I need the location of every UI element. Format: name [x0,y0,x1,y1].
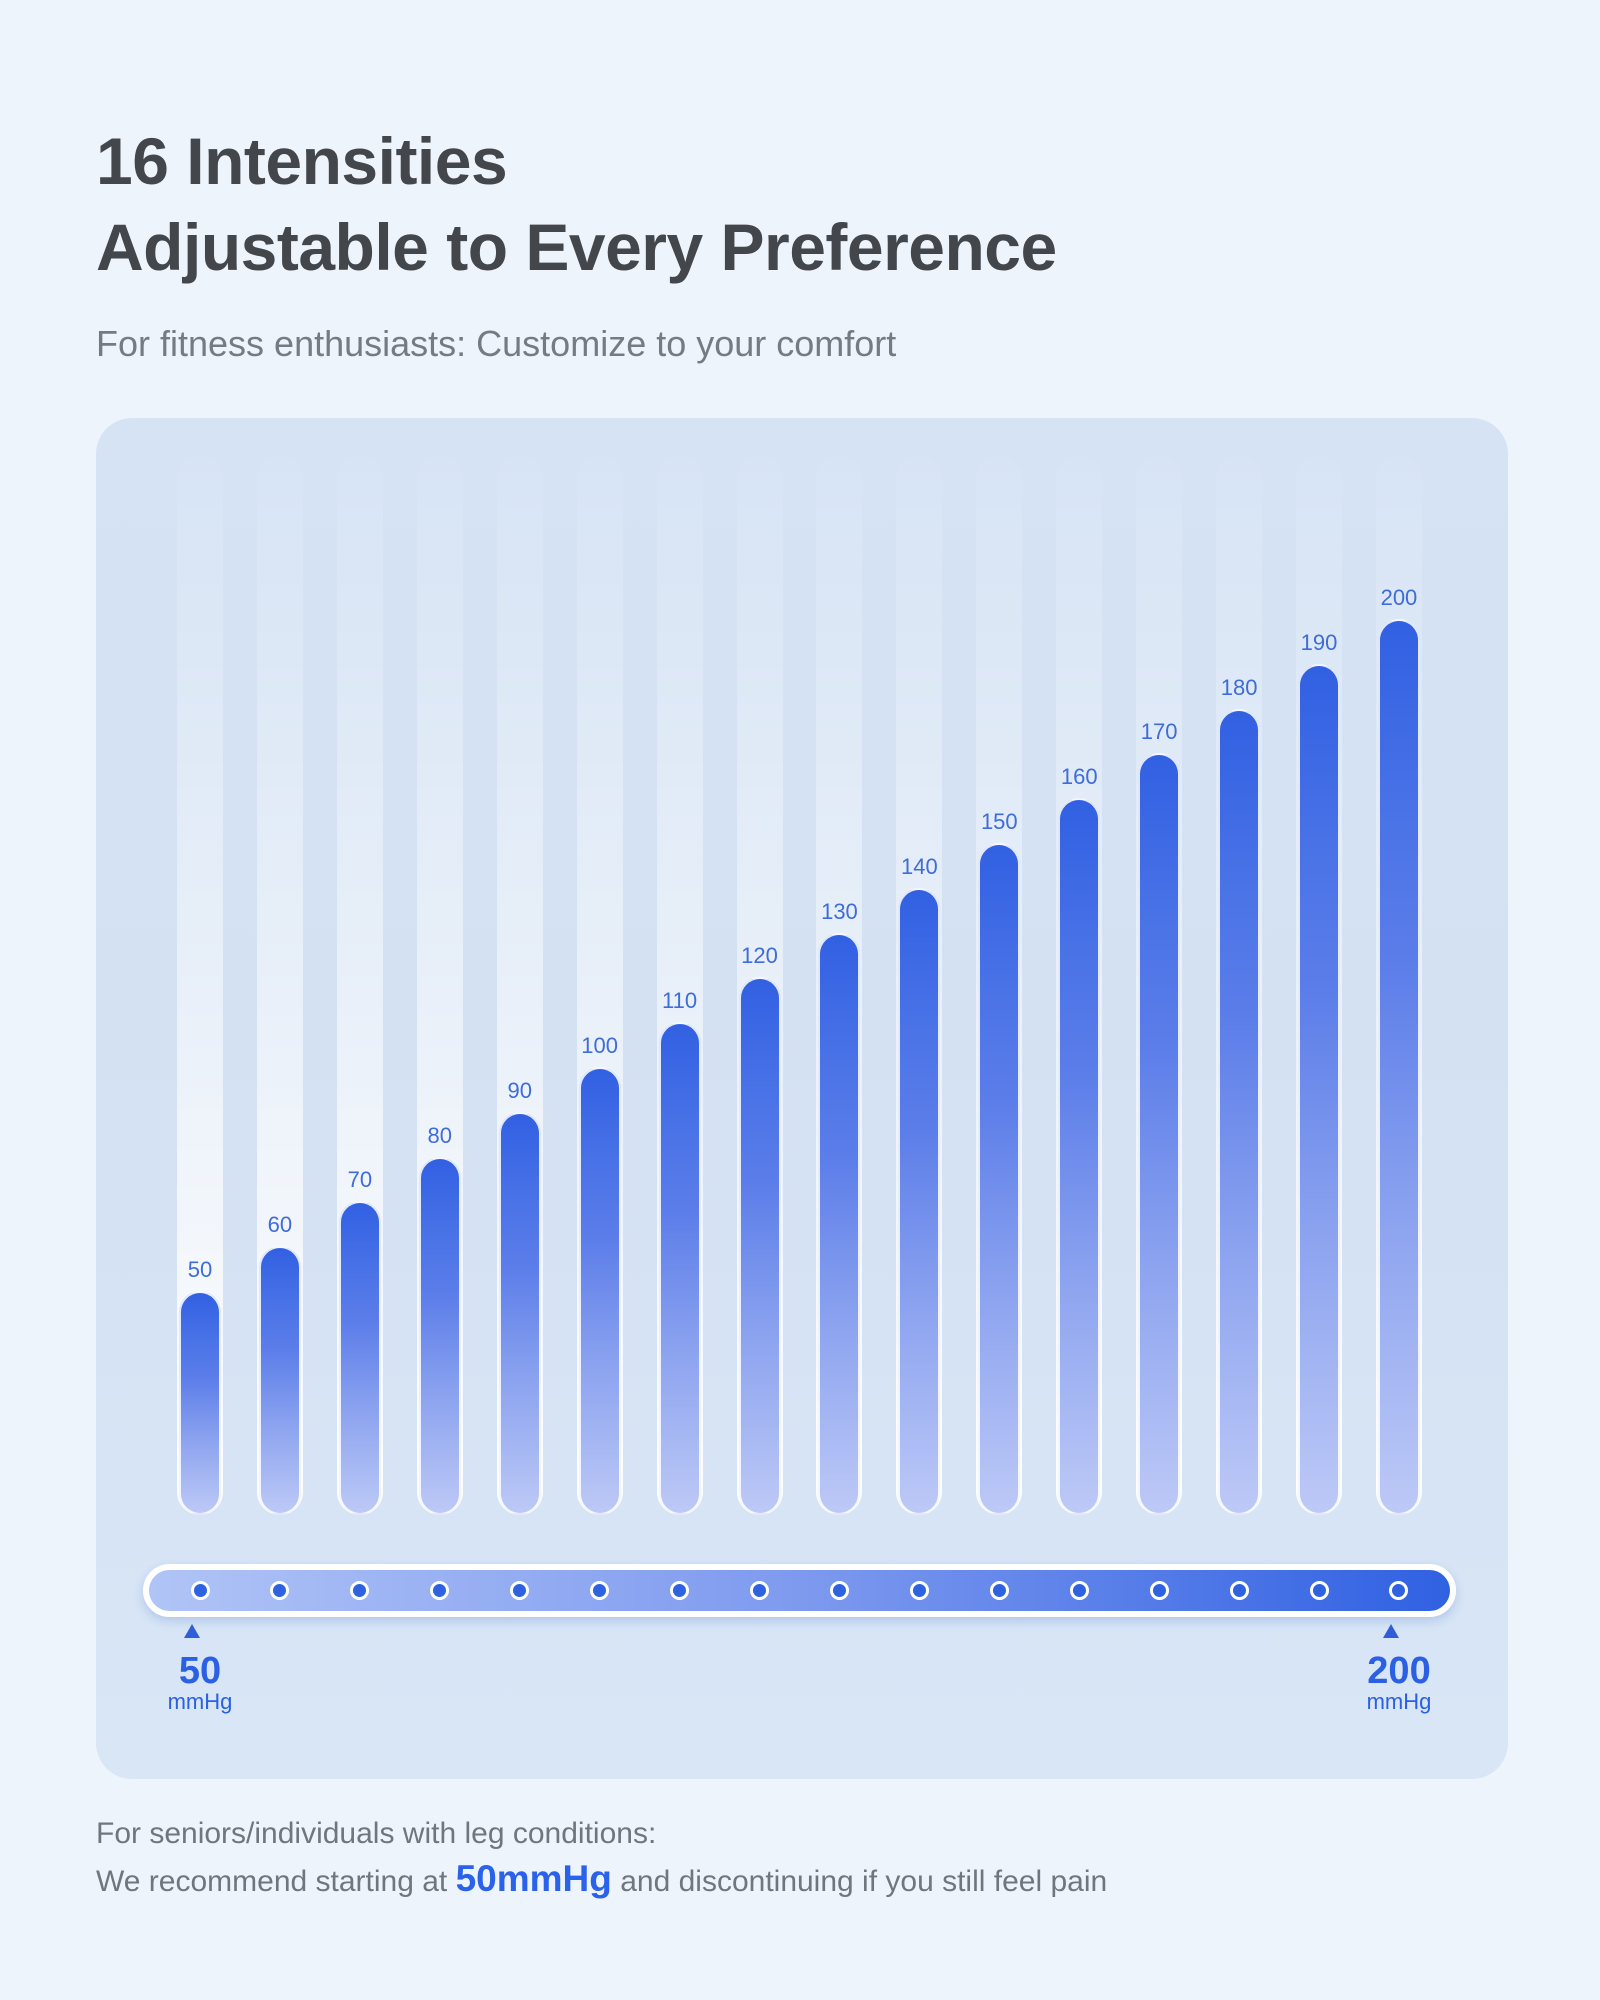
intensity-bar [658,1022,701,1515]
slider-step-dot[interactable] [750,1581,769,1600]
intensity-bar [338,1201,381,1515]
footer-line2-suffix: and discontinuing if you still feel pain [611,1865,1108,1898]
footer-line2-highlight: 50mmHg [455,1858,612,1899]
intensity-bar [578,1067,621,1515]
page-title: 16 Intensities Adjustable to Every Prefe… [96,118,1057,290]
slider-step-dot[interactable] [1229,1581,1249,1600]
intensity-bar [898,888,941,1515]
footer-line1: For seniors/individuals with leg conditi… [96,1817,657,1850]
bar-value-label: 170 [1140,719,1178,744]
bar-value-label: 70 [347,1167,373,1192]
bar-value-label: 90 [507,1078,532,1103]
slider-step-dot[interactable] [829,1581,849,1600]
bar-value-label: 120 [741,943,778,968]
max-unit: mmHg [1366,1689,1432,1714]
intensity-bar [818,933,861,1515]
min-range-label: 50 mmHg [120,1650,280,1714]
intensity-bar [258,1246,301,1515]
max-marker-triangle-icon [1383,1624,1399,1638]
bar-value-label: 180 [1220,675,1258,700]
slider-step-dot[interactable] [670,1581,690,1600]
bar-value-label: 150 [980,809,1018,834]
slider-step-dot[interactable] [190,1581,210,1600]
bar-value-label: 60 [267,1212,293,1237]
intensity-slider-track[interactable] [143,1564,1456,1617]
min-unit: mmHg [167,1689,233,1714]
intensity-bar [418,1157,461,1515]
footer-line2: We recommend starting at 50mmHg and disc… [96,1858,1107,1903]
min-value: 50 [178,1650,222,1692]
bar-value-label: 80 [427,1123,453,1148]
bar-value-label: 190 [1300,630,1338,655]
slider-step-dot[interactable] [270,1581,290,1600]
bar-value-label: 130 [821,899,858,924]
bar-value-label: 160 [1060,764,1098,789]
bar-value-label: 50 [187,1257,213,1282]
intensity-bar [179,1291,221,1515]
intensity-chart-card: 50 60 70 80 90 100 110 120 130 140 150 160 170 180 190… [96,418,1508,1779]
page-subtitle: For fitness enthusiasts: Customize to yo… [96,323,897,364]
slider-step-dot[interactable] [1309,1581,1329,1600]
footer-note: For seniors/individuals with leg conditi… [96,1815,1107,1903]
intensity-bar [498,1112,541,1515]
page-title-line2: Adjustable to Every Preference [96,210,1057,284]
bar-value-label: 110 [662,988,698,1013]
bar-value-label: 140 [901,854,938,879]
intensity-bar [1377,619,1420,1515]
slider-step-dot[interactable] [350,1581,370,1600]
intensity-bar [1218,709,1261,1515]
bar-value-label: 200 [1380,585,1418,610]
slider-step-dot[interactable] [590,1581,610,1600]
page-title-line1: 16 Intensities [96,124,508,198]
intensity-bar [1298,664,1341,1515]
intensity-bar [738,977,781,1515]
footer-line2-prefix: We recommend starting at [96,1865,456,1898]
min-marker-triangle-icon [184,1624,200,1638]
slider-step-dot[interactable] [1389,1581,1409,1600]
intensity-bar [1138,753,1181,1515]
slider-step-dot[interactable] [430,1581,450,1600]
slider-step-dot[interactable] [909,1581,929,1600]
bar-value-label: 100 [581,1033,618,1058]
slider-step-dot[interactable] [1069,1581,1089,1600]
intensity-bar [978,843,1021,1515]
slider-step-dot[interactable] [1149,1581,1169,1600]
intensity-bar [1058,798,1101,1515]
slider-step-dot[interactable] [510,1581,530,1600]
slider-step-dot[interactable] [989,1581,1009,1600]
max-value: 200 [1367,1650,1431,1692]
max-range-label: 200 mmHg [1319,1650,1479,1714]
